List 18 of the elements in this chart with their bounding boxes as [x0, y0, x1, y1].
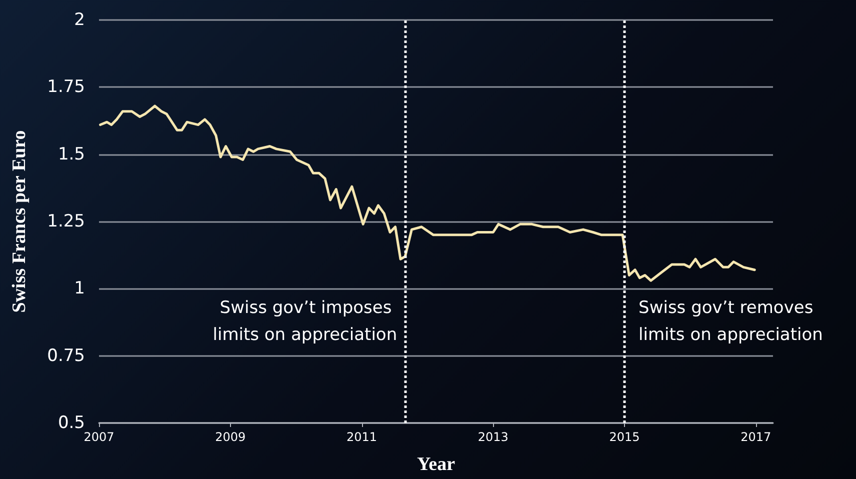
x-tick-label: 2007 — [84, 430, 114, 444]
y-tick-label: 1 — [74, 278, 85, 299]
x-tick-label: 2013 — [478, 430, 508, 444]
y-tick-label: 0.75 — [47, 346, 85, 366]
y-tick-label: 1.5 — [58, 144, 85, 164]
line-series — [99, 104, 756, 282]
x-tick-label: 2011 — [346, 430, 378, 444]
y-tick-label: 1.75 — [47, 77, 85, 98]
y-tick-label: 2 — [74, 10, 85, 30]
y-tick-label: 1.25 — [47, 212, 85, 232]
ref-line-label: Swiss gov’t imposes limits on appreciation — [212, 298, 398, 346]
ref-line-label: Swiss gov’t removes limits on appreciation — [638, 298, 823, 346]
x-axis-title: Year — [417, 454, 456, 475]
x-tick-label: 2009 — [215, 430, 246, 444]
x-tick-label: 2017 — [740, 430, 772, 444]
y-tick-label: 0.5 — [58, 413, 85, 433]
x-tick-label: 2015 — [609, 430, 640, 444]
y-axis-title: Swiss Francs per Euro — [9, 130, 30, 313]
